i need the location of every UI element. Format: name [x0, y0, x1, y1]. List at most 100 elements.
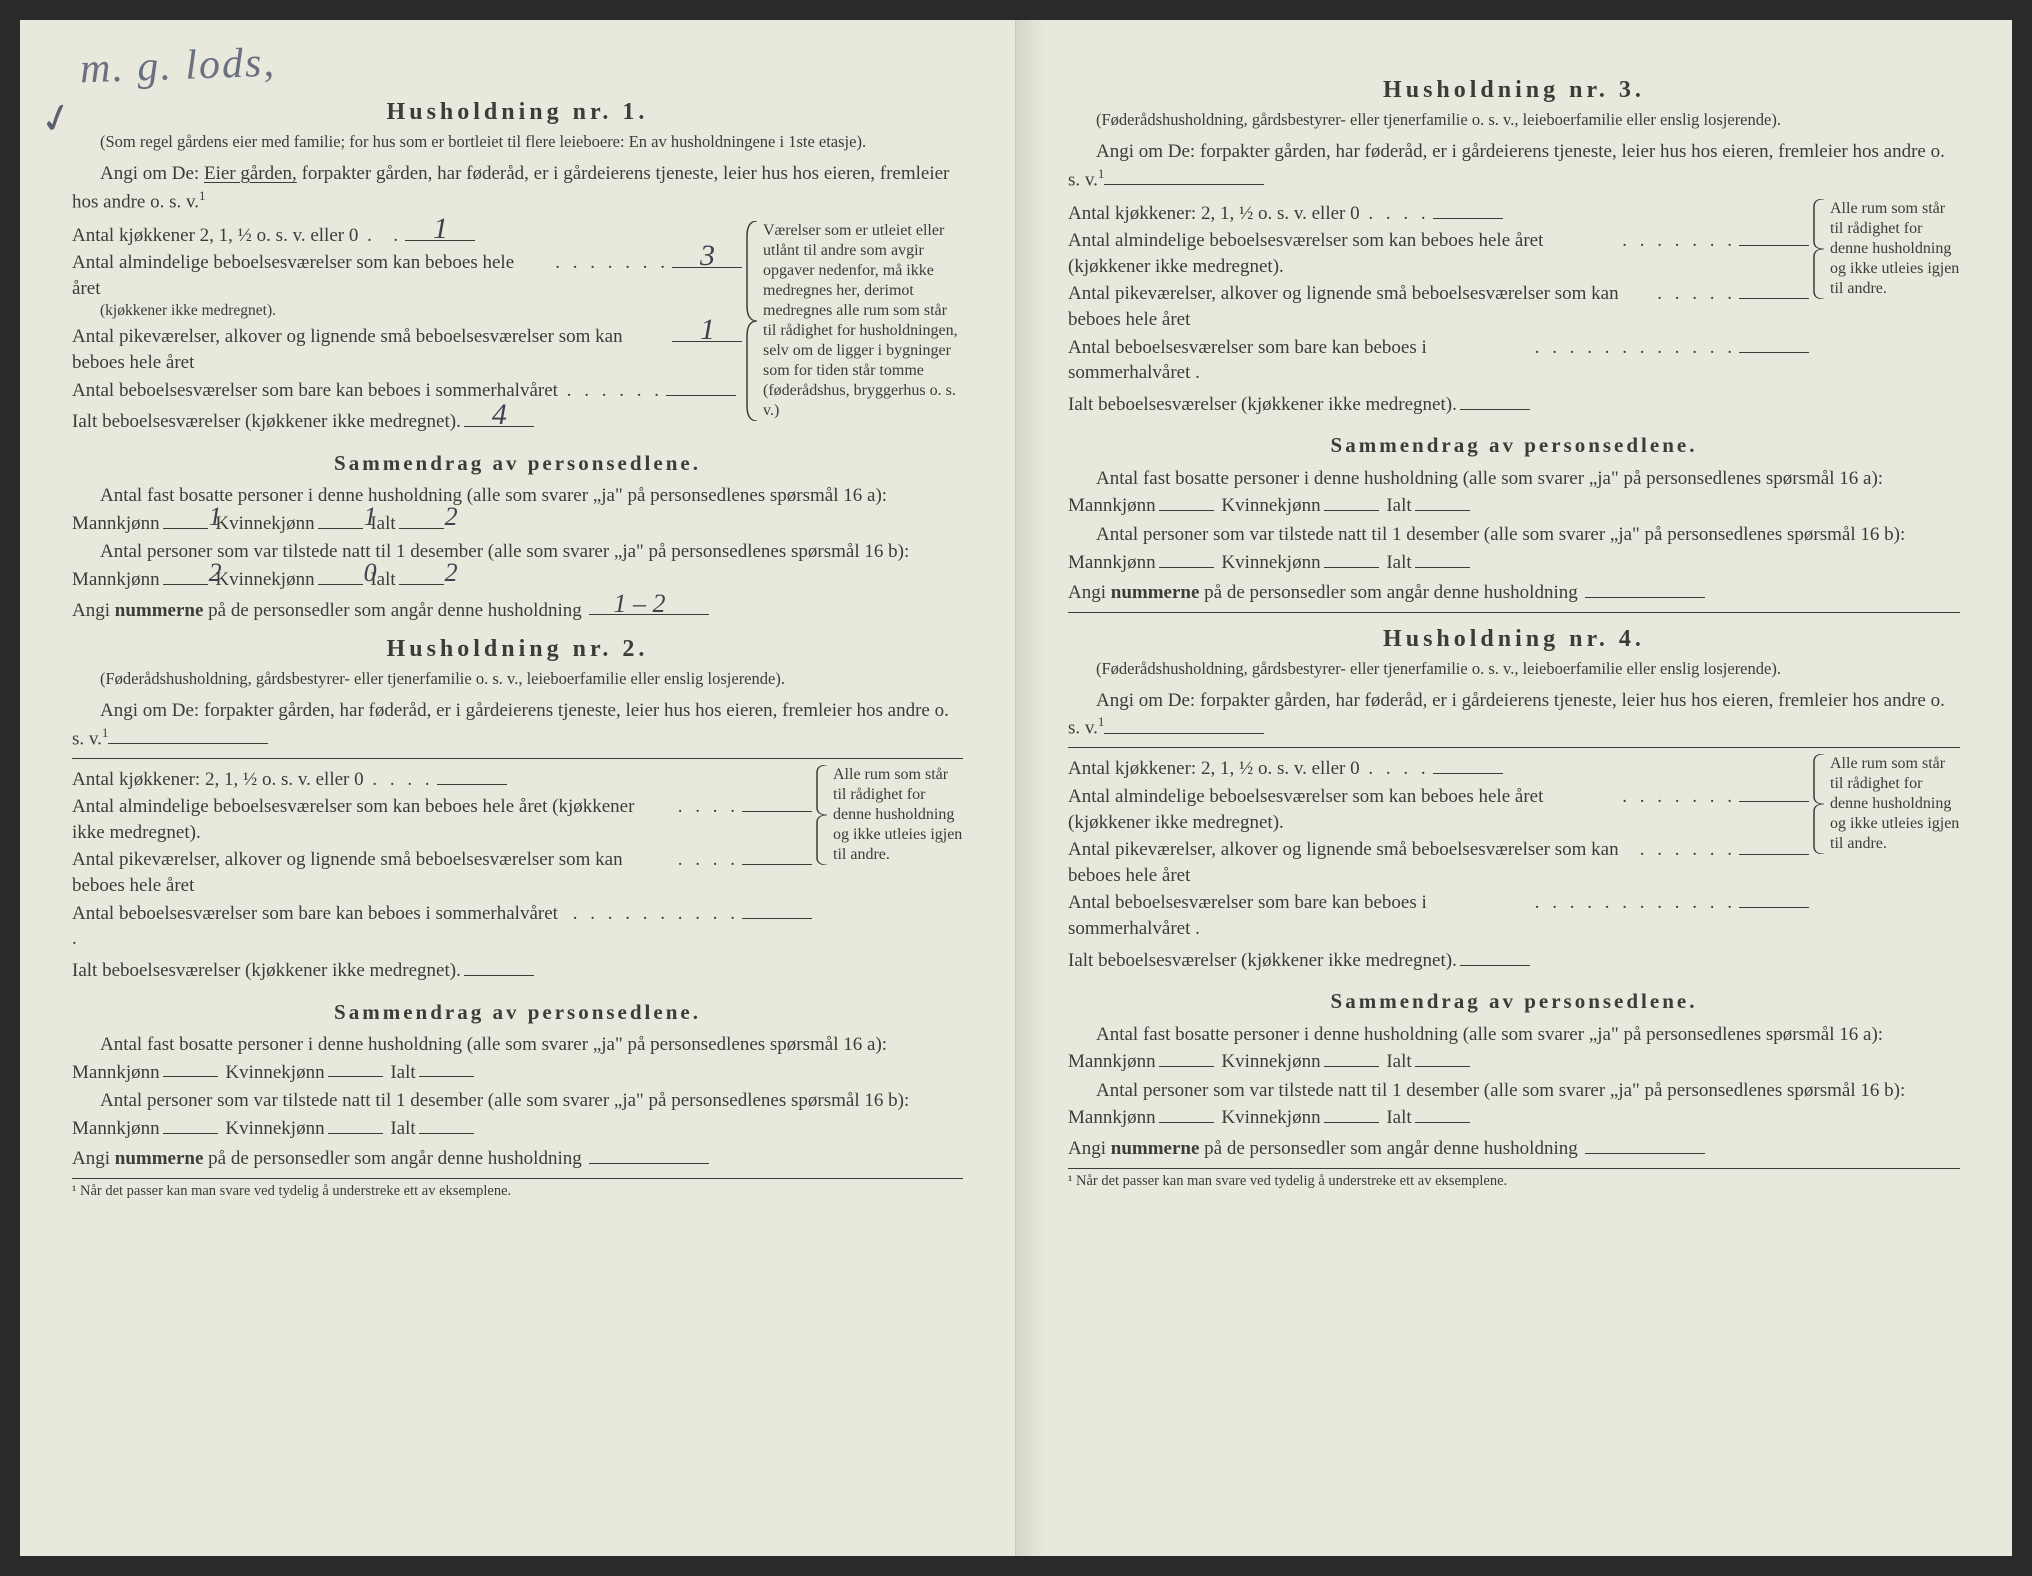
sum-tilstede-3: Antal personer som var tilstede natt til… — [1068, 522, 1960, 575]
til-i-value[interactable]: 2 — [399, 565, 444, 585]
q-pike-value[interactable] — [1739, 835, 1809, 855]
dot-leader: . . . . . . . . . . . . — [1526, 335, 1736, 361]
q-total-value[interactable]: 4 — [464, 407, 534, 427]
q-kitchens-value[interactable] — [437, 765, 507, 785]
hand-value: 1 – 2 — [613, 586, 665, 621]
til-m-value[interactable]: 2 — [163, 565, 208, 585]
fast-m-value[interactable] — [1159, 1047, 1214, 1067]
til-k-value[interactable]: 0 — [318, 565, 363, 585]
q-rooms-value[interactable]: 3 — [672, 248, 742, 268]
til-k-value[interactable] — [1324, 548, 1379, 568]
q-rooms-value[interactable] — [742, 792, 812, 812]
q-total-value[interactable] — [464, 956, 534, 976]
til-k-value[interactable] — [1324, 1103, 1379, 1123]
household-4-angi: Angi om De: forpakter gården, har føderå… — [1068, 688, 1960, 742]
fast-i-value[interactable] — [419, 1058, 474, 1078]
q-total-value[interactable] — [1460, 946, 1530, 966]
divider — [1068, 747, 1960, 748]
dot-leader: . . . . . . . — [1614, 228, 1737, 254]
q-pike-value[interactable] — [742, 846, 812, 866]
q-kitchens-label: Antal kjøkkener: 2, 1, ½ o. s. v. eller … — [1068, 756, 1360, 782]
q-rooms-sub: (kjøkkener ikke medregnet). — [100, 301, 745, 322]
q-summer-value[interactable] — [666, 376, 736, 396]
angi-num-bold: nummerne — [115, 599, 204, 620]
til-m-value[interactable] — [163, 1114, 218, 1134]
household-3-side-note: Alle rum som står til rådighet for denne… — [1830, 199, 1960, 299]
kvinne-label: Kvinnekjønn — [225, 1061, 324, 1082]
fast-m-value[interactable] — [1159, 491, 1214, 511]
til-m-value[interactable] — [1159, 548, 1214, 568]
household-2-questions-row: Antal kjøkkener: 2, 1, ½ o. s. v. eller … — [72, 765, 963, 984]
angi-num-value[interactable]: 1 – 2 — [589, 596, 709, 616]
side-note-text: Værelser som er utleiet eller utlånt til… — [763, 222, 958, 419]
ialt-label: Ialt — [390, 1061, 415, 1082]
q-rooms-label: Antal almindelige beboelsesværelser som … — [72, 794, 669, 845]
fast-k-value[interactable] — [1324, 1047, 1379, 1067]
sum-fast-3: Antal fast bosatte personer i denne hush… — [1068, 466, 1960, 519]
angi-num-value[interactable] — [589, 1144, 709, 1164]
til-i-value[interactable] — [1415, 548, 1470, 568]
q-kitchens: Antal kjøkkener 2, 1, ½ o. s. v. eller 0… — [72, 221, 745, 249]
ialt-label: Ialt — [1386, 552, 1411, 573]
ialt-label: Ialt — [1386, 1107, 1411, 1128]
angi-fill[interactable] — [1104, 165, 1264, 185]
angi-num-bold: nummerne — [115, 1148, 204, 1169]
q-rooms-value[interactable] — [1739, 226, 1809, 246]
side-note-text: Alle rum som står til rådighet for denne… — [833, 766, 962, 863]
fast-m-value[interactable] — [163, 1058, 218, 1078]
fast-k-value[interactable] — [1324, 491, 1379, 511]
angi-nummerne-2: Angi nummerne på de personsedler som ang… — [72, 1144, 963, 1172]
angi-fill[interactable] — [108, 724, 268, 744]
til-k-value[interactable] — [328, 1114, 383, 1134]
q-summer-value[interactable] — [1739, 333, 1809, 353]
brace-icon — [745, 221, 759, 421]
q-summer: Antal beboelsesværelser som bare kan beb… — [72, 899, 815, 952]
household-3-title: Husholdning nr. 3. — [1068, 74, 1960, 106]
dot-leader: . . . . . . . — [547, 250, 670, 276]
til-m-value[interactable] — [1159, 1103, 1214, 1123]
household-3-questions-row: Antal kjøkkener: 2, 1, ½ o. s. v. eller … — [1068, 199, 1960, 418]
angi-fill[interactable] — [1104, 714, 1264, 734]
q-pike-label: Antal pikeværelser, alkover og lignende … — [1068, 281, 1649, 332]
q-summer-value[interactable] — [742, 899, 812, 919]
q-kitchens-value[interactable] — [1433, 199, 1503, 219]
fast-i-value[interactable] — [1415, 1047, 1470, 1067]
q-pike-value[interactable]: 1 — [672, 322, 742, 342]
household-3-summary-title: Sammendrag av personsedlene. — [1068, 431, 1960, 459]
fast-k-value[interactable]: 1 — [318, 509, 363, 529]
household-4-title: Husholdning nr. 4. — [1068, 623, 1960, 655]
dot-leader: . . . . — [1360, 201, 1430, 227]
hand-value: 1 — [336, 499, 377, 534]
q-summer: Antal beboelsesværelser som bare kan beb… — [1068, 333, 1812, 386]
q-kitchens: Antal kjøkkener: 2, 1, ½ o. s. v. eller … — [72, 765, 815, 793]
household-1-note: (Som regel gårdens eier med familie; for… — [72, 132, 963, 153]
fast-i-value[interactable] — [1415, 491, 1470, 511]
til-i-value[interactable] — [1415, 1103, 1470, 1123]
household-1-summary-title: Sammendrag av personsedlene. — [72, 449, 963, 477]
household-4-side-note: Alle rum som står til rådighet for denne… — [1830, 754, 1960, 854]
q-summer-value[interactable] — [1739, 888, 1809, 908]
kvinne-label: Kvinnekjønn — [225, 1118, 324, 1139]
q-summer: Antal beboelsesværelser som bare kan beb… — [1068, 888, 1812, 941]
q-kitchens-value[interactable]: 1 — [405, 221, 475, 241]
angi-num-value[interactable] — [1585, 1134, 1705, 1154]
sum-fast-text: Antal fast bosatte personer i denne hush… — [1096, 1024, 1883, 1045]
household-1-angi: Angi om De: Eier gården, forpakter gårde… — [72, 161, 963, 215]
q-summer: Antal beboelsesværelser som bare kan beb… — [72, 376, 745, 404]
q-pike-value[interactable] — [1739, 279, 1809, 299]
sum-fast-text: Antal fast bosatte personer i denne hush… — [100, 1034, 887, 1055]
til-i-value[interactable] — [419, 1114, 474, 1134]
q-kitchens-value[interactable] — [1433, 754, 1503, 774]
q-total: Ialt beboelsesværelser (kjøkkener ikke m… — [72, 956, 815, 984]
fast-m-value[interactable]: 1 — [163, 509, 208, 529]
household-2-title: Husholdning nr. 2. — [72, 633, 963, 665]
kvinne-label: Kvinnekjønn — [1221, 495, 1320, 516]
angi-num-value[interactable] — [1585, 578, 1705, 598]
q-summer-label: Antal beboelsesværelser som bare kan beb… — [72, 901, 564, 952]
fast-k-value[interactable] — [328, 1058, 383, 1078]
fast-i-value[interactable]: 2 — [399, 509, 444, 529]
q-rooms-value[interactable] — [1739, 782, 1809, 802]
q-pike: Antal pikeværelser, alkover og lignende … — [72, 846, 815, 899]
q-total-value[interactable] — [1460, 390, 1530, 410]
q-rooms: Antal almindelige beboelsesværelser som … — [1068, 226, 1812, 279]
